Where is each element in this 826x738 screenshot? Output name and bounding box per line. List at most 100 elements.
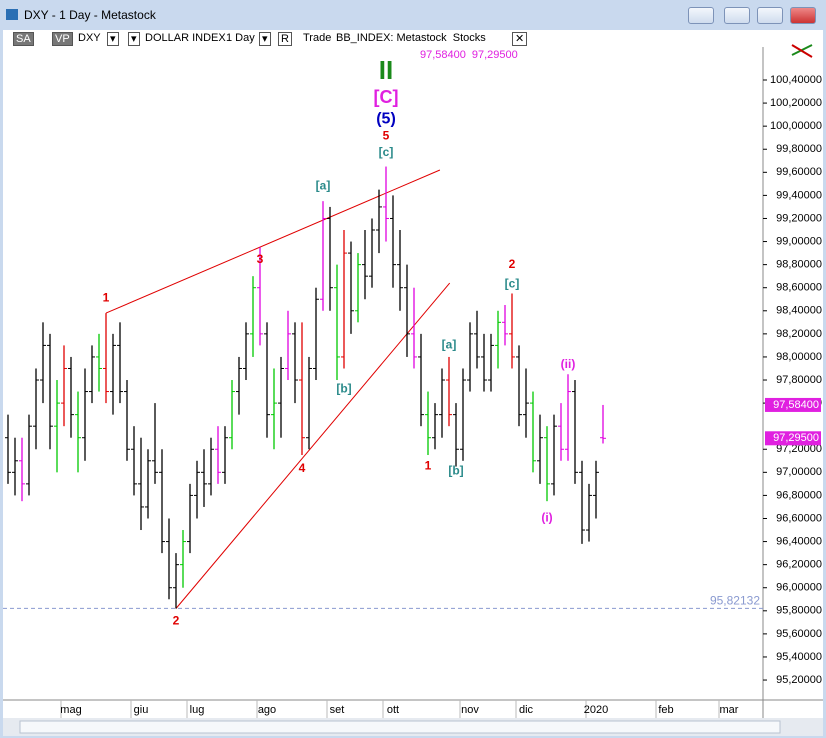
ohlc-bar bbox=[82, 368, 88, 461]
ohlc-bar bbox=[376, 189, 382, 254]
y-tick-label: 99,60000 bbox=[776, 166, 822, 178]
x-tick-label: feb bbox=[658, 704, 673, 716]
price-tag-label: 97,29500 bbox=[773, 432, 819, 444]
ohlc-bar bbox=[474, 310, 480, 369]
ohlc-bar bbox=[404, 264, 410, 357]
y-tick-label: 96,40000 bbox=[776, 535, 822, 547]
price-tag bbox=[765, 397, 821, 412]
icon-line bbox=[791, 44, 813, 58]
ohlc-bar bbox=[544, 426, 550, 502]
wave-label: II bbox=[379, 55, 393, 85]
ohlc-bar bbox=[117, 322, 123, 404]
wave-label: [c] bbox=[505, 276, 520, 290]
ohlc-bar bbox=[341, 230, 347, 369]
ohlc-bar bbox=[75, 391, 81, 473]
wave-label: [C] bbox=[374, 87, 399, 107]
wave-label: (i) bbox=[541, 511, 552, 525]
ohlc-bar bbox=[600, 404, 606, 444]
ohlc-bar bbox=[425, 391, 431, 456]
dropdown[interactable]: ▾ bbox=[107, 32, 119, 46]
ohlc-bar bbox=[383, 166, 389, 242]
y-tick-label: 96,20000 bbox=[776, 559, 822, 571]
y-tick-label: 96,80000 bbox=[776, 489, 822, 501]
ohlc-bar bbox=[33, 368, 39, 450]
ohlc-bar bbox=[152, 403, 158, 484]
ohlc-bar bbox=[411, 287, 417, 369]
ohlc-bar bbox=[159, 449, 165, 554]
dropdown[interactable]: ▾ bbox=[128, 32, 140, 46]
ohlc-bar bbox=[54, 380, 60, 473]
price-tag-label: 97,58400 bbox=[773, 399, 819, 411]
ohlc-bar bbox=[579, 460, 585, 544]
toolbar: SA VP DXY ▾ ▾ DOLLAR INDEX 1 Day ▾ R Tra… bbox=[3, 30, 763, 47]
y-tick-label: 99,40000 bbox=[776, 189, 822, 201]
minimize-button[interactable] bbox=[724, 7, 750, 24]
x-tick-label: nov bbox=[461, 704, 479, 716]
ohlc-bar bbox=[432, 403, 438, 450]
ohlc-bar bbox=[257, 247, 263, 346]
y-tick-label: 98,80000 bbox=[776, 259, 822, 271]
header-price: 97,29500 bbox=[472, 49, 518, 61]
chart-icon[interactable] bbox=[791, 44, 813, 58]
y-tick-label: 98,40000 bbox=[776, 305, 822, 317]
y-tick-label: 100,40000 bbox=[770, 74, 822, 86]
ohlc-bar bbox=[467, 322, 473, 392]
r-button[interactable]: R bbox=[278, 32, 292, 46]
y-tick-label: 98,00000 bbox=[776, 351, 822, 363]
y-tick-label: 97,80000 bbox=[776, 374, 822, 386]
ohlc-bar bbox=[453, 403, 459, 467]
wave-label: 5 bbox=[383, 129, 390, 143]
maximize-button[interactable] bbox=[757, 7, 783, 24]
ohlc-bar bbox=[285, 310, 291, 381]
ohlc-bar bbox=[201, 449, 207, 507]
ohlc-bar bbox=[208, 437, 214, 496]
ohlc-bar bbox=[271, 368, 277, 450]
ohlc-bar bbox=[250, 276, 256, 357]
ohlc-bar bbox=[586, 483, 592, 542]
price-tag bbox=[765, 431, 821, 446]
ohlc-bar bbox=[523, 368, 529, 438]
price-header: 97,58400 97,29500 bbox=[420, 49, 518, 61]
wave-label: 1 bbox=[425, 459, 432, 473]
ohlc-bar bbox=[145, 449, 151, 519]
sa-button[interactable]: SA bbox=[13, 32, 34, 46]
ohlc-bar bbox=[558, 403, 564, 461]
close-button[interactable] bbox=[790, 7, 816, 24]
wave-label: [a] bbox=[442, 338, 457, 352]
wave-label: 3 bbox=[257, 252, 264, 266]
window-button[interactable] bbox=[688, 7, 714, 24]
x-tick-label: lug bbox=[190, 704, 205, 716]
ohlc-bar bbox=[313, 287, 319, 381]
header-price: 97,58400 bbox=[420, 49, 466, 61]
ohlc-bar bbox=[369, 218, 375, 288]
y-tick-label: 95,40000 bbox=[776, 651, 822, 663]
wave-label: [c] bbox=[379, 145, 394, 159]
ohlc-bar bbox=[278, 356, 284, 438]
ohlc-bar bbox=[47, 333, 53, 450]
scroll-thumb[interactable] bbox=[19, 720, 781, 734]
ohlc-bar bbox=[334, 264, 340, 381]
ohlc-bar bbox=[537, 414, 543, 484]
y-tick-label: 99,80000 bbox=[776, 143, 822, 155]
ohlc-bar bbox=[516, 345, 522, 427]
reference-label: 95,82132 bbox=[710, 594, 760, 608]
wave-label: (5) bbox=[376, 110, 396, 127]
vp-button[interactable]: VP bbox=[52, 32, 73, 46]
wave-label: 4 bbox=[299, 461, 306, 475]
x-tick-label: mag bbox=[60, 704, 81, 716]
dropdown[interactable]: ▾ bbox=[259, 32, 271, 46]
ohlc-bar bbox=[187, 483, 193, 554]
ohlc-bar bbox=[348, 241, 354, 334]
close-toolbar[interactable]: ✕ bbox=[512, 32, 528, 46]
x-tick-label: 2020 bbox=[584, 704, 608, 716]
y-tick-label: 98,60000 bbox=[776, 282, 822, 294]
ohlc-bar bbox=[243, 322, 249, 381]
ohlc-bar bbox=[264, 322, 270, 438]
periodicity[interactable]: 1 Day bbox=[226, 32, 255, 44]
ohlc-bar bbox=[460, 368, 466, 461]
y-tick-label: 96,00000 bbox=[776, 582, 822, 594]
y-tick-label: 96,60000 bbox=[776, 512, 822, 524]
symbol[interactable]: DXY bbox=[78, 32, 101, 44]
source-label: BB_INDEX: Metastock Stocks bbox=[336, 32, 486, 44]
